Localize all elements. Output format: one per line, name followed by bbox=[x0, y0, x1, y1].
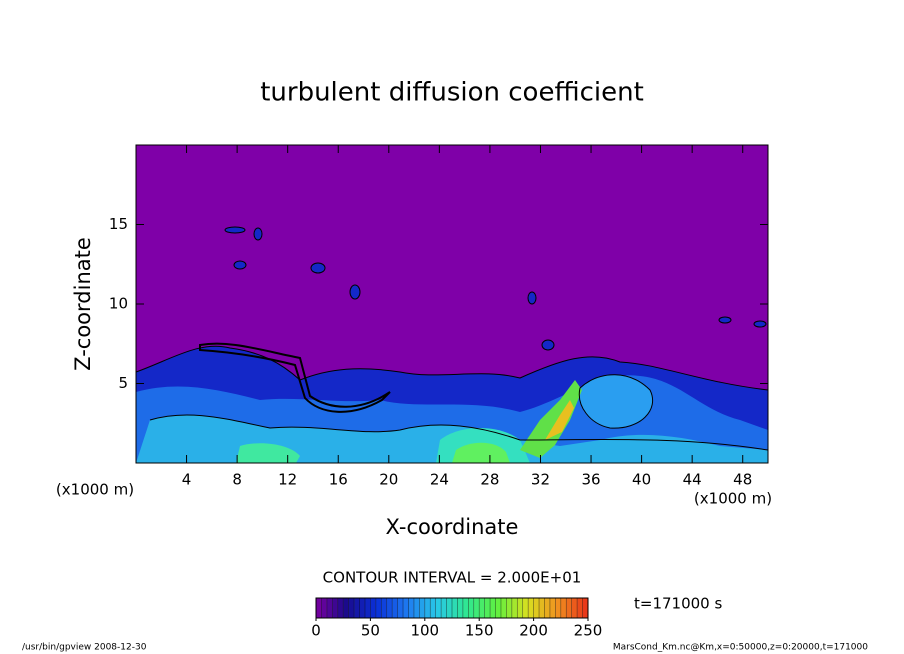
x-tick-label: 28 bbox=[480, 471, 499, 489]
colorbar-swatch bbox=[528, 598, 534, 618]
x-tick-label: 20 bbox=[379, 471, 398, 489]
colorbar-swatch bbox=[321, 598, 327, 618]
colorbar-swatch bbox=[560, 598, 567, 618]
colorbar-swatch bbox=[539, 598, 545, 618]
colorbar-swatch bbox=[495, 598, 501, 618]
colorbar-swatch bbox=[473, 598, 480, 618]
colorbar-swatch bbox=[446, 598, 452, 618]
colorbar-swatch bbox=[419, 598, 425, 618]
x-tick-label: 8 bbox=[232, 471, 242, 489]
colorbar-swatch bbox=[337, 598, 344, 618]
colorbar-swatch bbox=[430, 598, 436, 618]
colorbar-swatch bbox=[468, 598, 474, 618]
y-tick-label: 15 bbox=[109, 215, 128, 233]
colorbar-swatch bbox=[386, 598, 393, 618]
colorbar-swatch bbox=[408, 598, 414, 618]
contour-field bbox=[136, 145, 768, 463]
footer-right: MarsCond_Km.nc@Km,x=0:50000,z=0:20000,t=… bbox=[613, 643, 868, 653]
time-label: t=171000 s bbox=[634, 595, 722, 613]
colorbar-swatch bbox=[511, 598, 518, 618]
colorbar-frame bbox=[315, 597, 589, 619]
colorbar-swatch bbox=[397, 598, 404, 618]
colorbar-swatch bbox=[490, 598, 496, 618]
colorbar-swatch bbox=[375, 598, 382, 618]
colorbar-tick-label: 50 bbox=[361, 622, 380, 640]
colorbar-swatch bbox=[479, 598, 485, 618]
y-tick-label: 10 bbox=[109, 295, 128, 313]
x-tick-label: 40 bbox=[632, 471, 651, 489]
x-tick-label: 44 bbox=[683, 471, 702, 489]
colorbar-tick-label: 100 bbox=[410, 622, 439, 640]
colorbar-swatch bbox=[506, 598, 512, 618]
contour-interval: CONTOUR INTERVAL = 2.000E+01 bbox=[323, 569, 582, 587]
x-unit: (x1000 m) bbox=[694, 490, 772, 508]
colorbar-tick-label: 200 bbox=[519, 622, 548, 640]
colorbar-swatch bbox=[424, 598, 431, 618]
colorbar-swatch bbox=[381, 598, 387, 618]
colorbar-swatch bbox=[359, 598, 365, 618]
x-tick-label: 12 bbox=[278, 471, 297, 489]
colorbar-swatch bbox=[316, 598, 322, 618]
colorbar-swatch bbox=[413, 598, 420, 618]
y-unit: (x1000 m) bbox=[56, 481, 134, 499]
colorbar-swatch bbox=[549, 598, 556, 618]
colorbar-swatch bbox=[435, 598, 442, 618]
colorbar-swatch bbox=[571, 598, 578, 618]
y-tick-label: 5 bbox=[118, 374, 128, 392]
x-tick-label: 4 bbox=[182, 471, 192, 489]
y-axis-title: Z-coordinate bbox=[71, 237, 95, 371]
colorbar-swatch bbox=[332, 598, 338, 618]
colorbar-swatch bbox=[566, 598, 572, 618]
colorbar-swatch bbox=[457, 598, 463, 618]
colorbar-swatch bbox=[577, 598, 583, 618]
colorbar-tick-label: 0 bbox=[311, 622, 321, 640]
colorbar-swatch bbox=[555, 598, 561, 618]
footer-left: /usr/bin/gpview 2008-12-30 bbox=[22, 643, 147, 653]
x-tick-label: 48 bbox=[733, 471, 752, 489]
colorbar-swatch bbox=[392, 598, 398, 618]
colorbar-swatch bbox=[533, 598, 540, 618]
colorbar-swatch bbox=[582, 598, 588, 618]
colorbar-swatch bbox=[441, 598, 447, 618]
colorbar-swatch bbox=[500, 598, 507, 618]
colorbar-swatch bbox=[370, 598, 376, 618]
colorbar-swatch bbox=[462, 598, 469, 618]
colorbar-swatch bbox=[517, 598, 523, 618]
colorbar-swatch bbox=[354, 598, 360, 618]
x-tick-label: 36 bbox=[581, 471, 600, 489]
x-tick-label: 32 bbox=[531, 471, 550, 489]
colorbar-swatch bbox=[522, 598, 529, 618]
colorbar-swatch bbox=[544, 598, 550, 618]
x-tick-label: 24 bbox=[430, 471, 449, 489]
colorbar-swatch bbox=[343, 598, 349, 618]
colorbar-swatch bbox=[484, 598, 491, 618]
colorbar-tick-label: 150 bbox=[465, 622, 494, 640]
x-tick-label: 16 bbox=[329, 471, 348, 489]
colorbar-tick-label: 250 bbox=[574, 622, 603, 640]
colorbar-swatch bbox=[348, 598, 355, 618]
colorbar-swatch bbox=[326, 598, 333, 618]
x-axis-title: X-coordinate bbox=[386, 515, 519, 539]
chart-title: turbulent diffusion coefficient bbox=[260, 78, 644, 108]
colorbar-swatch bbox=[452, 598, 458, 618]
colorbar-swatch bbox=[364, 598, 371, 618]
colorbar-swatch bbox=[403, 598, 409, 618]
